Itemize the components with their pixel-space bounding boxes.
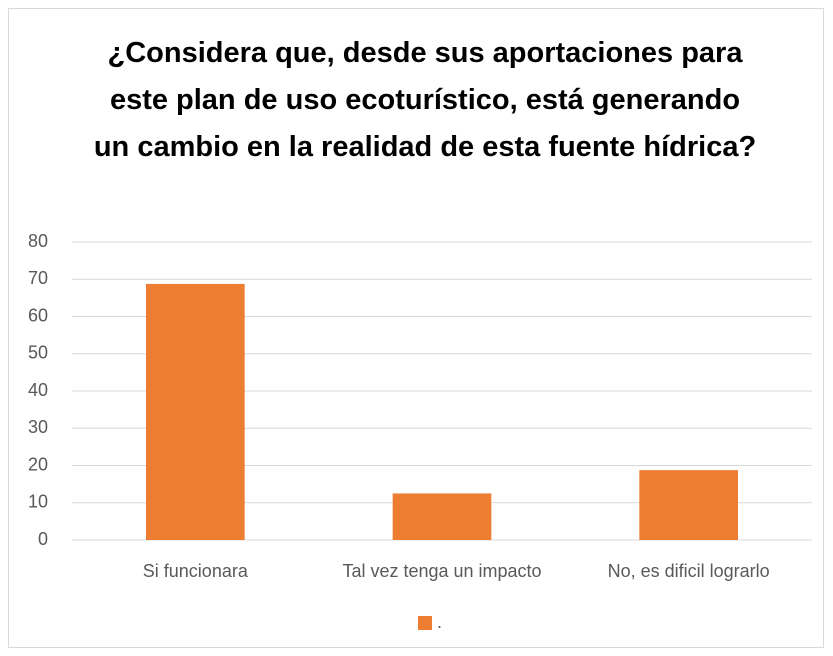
y-tick-label: 40 <box>28 380 48 400</box>
chart-title: ¿Considera que, desde sus aportaciones p… <box>93 37 757 163</box>
y-tick-label: 30 <box>28 417 48 437</box>
y-tick-label: 10 <box>28 492 48 512</box>
y-tick-label: 70 <box>28 268 48 288</box>
x-tick-label: Si funcionara <box>143 561 249 581</box>
legend-label: . <box>437 612 442 632</box>
bar <box>392 493 492 540</box>
y-tick-label: 50 <box>28 343 48 363</box>
y-tick-label: 80 <box>28 231 48 251</box>
bar <box>146 283 245 540</box>
y-tick-label: 20 <box>28 454 48 474</box>
y-tick-label: 60 <box>28 305 48 325</box>
chart-frame <box>8 8 824 648</box>
legend-swatch <box>418 616 432 630</box>
bar <box>639 470 738 540</box>
x-tick-label: No, es dificil lograrlo <box>608 561 770 581</box>
x-tick-label: Tal vez tenga un impacto <box>342 561 541 581</box>
y-tick-label: 0 <box>38 529 48 549</box>
